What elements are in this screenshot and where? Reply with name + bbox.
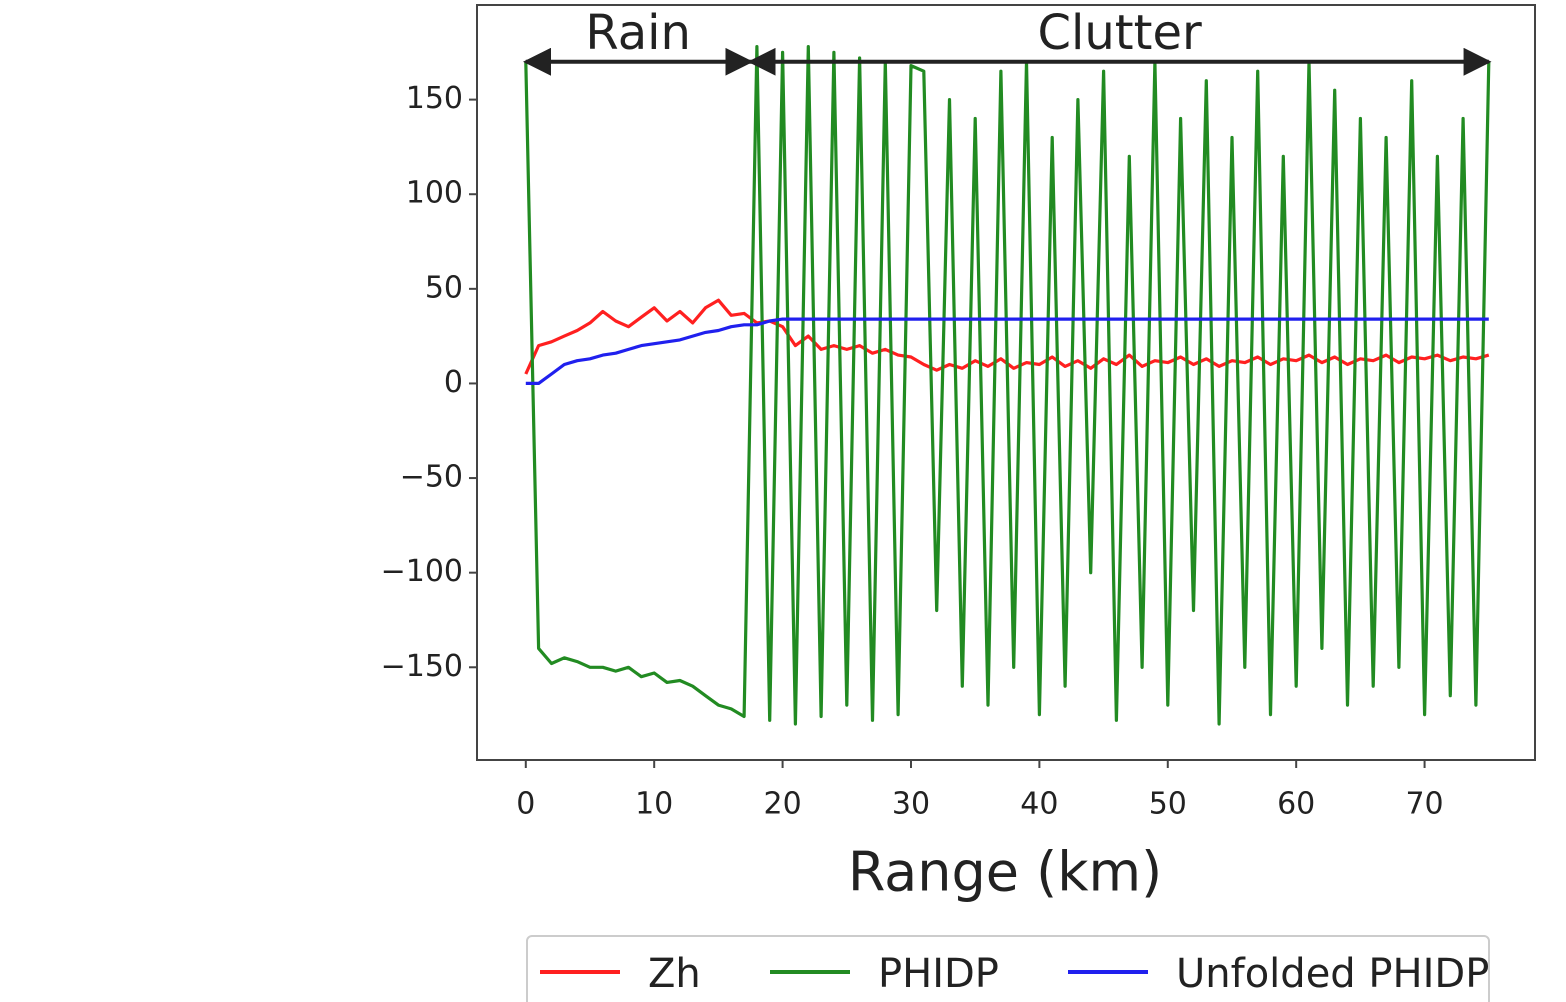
x-tick-label: 10 — [635, 787, 673, 822]
y-tick-label: −50 — [400, 460, 463, 495]
annotation-text: Rain — [585, 5, 690, 61]
y-tick-label: 150 — [406, 81, 463, 116]
x-tick-label: 70 — [1405, 787, 1443, 822]
x-axis-label: Range (km) — [848, 841, 1162, 904]
plot-area — [524, 45, 1491, 726]
y-tick-label: 0 — [444, 365, 463, 400]
x-tick-label: 40 — [1020, 787, 1058, 822]
y-tick-label: 100 — [406, 176, 463, 211]
legend-label: Unfolded PHIDP — [1176, 951, 1489, 997]
annotation-text: Clutter — [1038, 5, 1202, 61]
y-tick-label: −150 — [381, 649, 463, 684]
x-tick-label: 60 — [1277, 787, 1315, 822]
x-tick-label: 50 — [1149, 787, 1187, 822]
legend-label: Zh — [648, 951, 701, 997]
series-line — [525, 317, 1489, 385]
legend — [526, 935, 1490, 1002]
x-tick-label: 20 — [763, 787, 801, 822]
series-line — [524, 45, 1491, 726]
legend-label: PHIDP — [878, 951, 999, 997]
y-tick-label: −100 — [381, 554, 463, 589]
x-tick-label: 0 — [516, 787, 535, 822]
x-tick-label: 30 — [892, 787, 930, 822]
y-tick-label: 50 — [425, 270, 463, 305]
